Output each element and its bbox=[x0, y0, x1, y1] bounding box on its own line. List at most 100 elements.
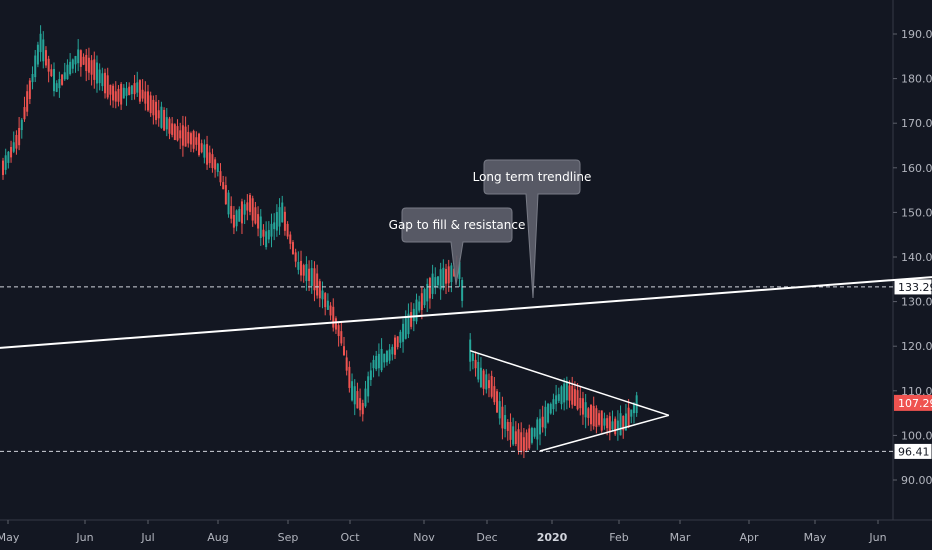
candle-body bbox=[243, 204, 246, 215]
candle-body bbox=[630, 409, 633, 417]
candle-body bbox=[600, 410, 603, 431]
candle-body bbox=[74, 56, 77, 65]
candle-body bbox=[436, 276, 439, 286]
candle-body bbox=[265, 231, 268, 248]
candle-body bbox=[509, 422, 512, 440]
candle-body bbox=[552, 399, 555, 410]
candle-body bbox=[206, 144, 209, 165]
candle-body bbox=[571, 385, 574, 405]
y-tick-label: 90.00 bbox=[901, 474, 932, 487]
candle-body bbox=[109, 84, 112, 95]
candle-body bbox=[445, 269, 448, 284]
candle-body bbox=[297, 261, 300, 270]
candle-body bbox=[461, 280, 464, 301]
candle-body bbox=[120, 83, 123, 105]
candle-body bbox=[326, 300, 329, 310]
candle-body bbox=[20, 119, 23, 131]
candle-body bbox=[87, 57, 90, 73]
x-tick-label: Jun bbox=[75, 531, 93, 544]
candle-body bbox=[525, 432, 528, 451]
candle-body bbox=[611, 421, 614, 430]
candle-body bbox=[493, 386, 496, 403]
candle-body bbox=[157, 110, 160, 119]
triangle-upper-line[interactable] bbox=[469, 349, 670, 417]
y-tick-label: 180.00 bbox=[901, 73, 932, 86]
candle-body bbox=[144, 91, 147, 104]
candle-body bbox=[474, 359, 477, 369]
triangle-lower-line[interactable] bbox=[539, 414, 670, 452]
candle-body bbox=[313, 268, 316, 291]
candle-body bbox=[450, 265, 453, 283]
candle-body bbox=[259, 216, 262, 239]
candle-body bbox=[122, 87, 125, 99]
candle-body bbox=[549, 403, 552, 414]
candle-body bbox=[238, 209, 241, 222]
callout-bubble bbox=[483, 159, 581, 299]
long-term-trendline[interactable] bbox=[0, 276, 932, 349]
callout-annotation[interactable]: Gap to fill & resistance bbox=[389, 207, 526, 286]
candle-body bbox=[273, 222, 276, 230]
candle-body bbox=[383, 353, 386, 363]
candle-body bbox=[584, 402, 587, 418]
candle-body bbox=[149, 95, 152, 114]
candle-body bbox=[410, 312, 413, 327]
candle-body bbox=[214, 159, 217, 170]
candle-body bbox=[361, 403, 364, 415]
candle-body bbox=[179, 130, 182, 139]
candle-body bbox=[420, 293, 423, 310]
x-tick-label: May bbox=[804, 531, 827, 544]
x-tick-label: 2020 bbox=[537, 531, 568, 544]
candle-body bbox=[573, 389, 576, 406]
candle-body bbox=[316, 273, 319, 296]
candle-body bbox=[528, 428, 531, 449]
candle-body bbox=[152, 99, 155, 116]
candle-body bbox=[128, 86, 131, 96]
candle-body bbox=[176, 126, 179, 141]
candle-body bbox=[415, 299, 418, 322]
level-price-tag bbox=[893, 442, 932, 460]
candle-body bbox=[614, 418, 617, 435]
level-price-label: 133.29 bbox=[898, 281, 932, 294]
candle-body bbox=[294, 252, 297, 262]
candle-body bbox=[104, 72, 107, 94]
x-tick-label: Feb bbox=[609, 531, 628, 544]
candle-body bbox=[364, 388, 367, 407]
candle-body bbox=[112, 85, 115, 101]
candle-body bbox=[235, 210, 238, 227]
candle-body bbox=[10, 147, 13, 158]
candle-body bbox=[71, 59, 74, 69]
candle-body bbox=[232, 214, 235, 228]
candle-body bbox=[254, 207, 257, 224]
candle-body bbox=[619, 413, 622, 436]
candle-body bbox=[187, 131, 190, 144]
y-tick-label: 170.00 bbox=[901, 117, 932, 130]
candle-body bbox=[286, 223, 289, 237]
candles bbox=[2, 25, 638, 459]
x-tick-label: Jun bbox=[868, 531, 886, 544]
candle-body bbox=[305, 264, 308, 282]
candle-body bbox=[160, 106, 163, 128]
candle-body bbox=[7, 151, 10, 163]
candle-body bbox=[125, 88, 128, 96]
candle-body bbox=[101, 73, 104, 87]
candle-body bbox=[539, 418, 541, 435]
candle-body bbox=[590, 404, 593, 425]
candle-body bbox=[565, 381, 568, 401]
x-tick-label: Mar bbox=[670, 531, 691, 544]
candle-body bbox=[61, 74, 64, 85]
candle-body bbox=[171, 123, 174, 135]
candle-body bbox=[2, 160, 4, 175]
candle-body bbox=[18, 127, 21, 146]
candle-body bbox=[216, 163, 219, 172]
candle-body bbox=[380, 348, 383, 371]
candle-body bbox=[4, 155, 7, 170]
candle-body bbox=[55, 83, 58, 92]
callout-annotation[interactable]: Long term trendline bbox=[473, 159, 592, 299]
candle-body bbox=[434, 277, 437, 288]
candle-body bbox=[251, 198, 254, 221]
candle-body bbox=[353, 386, 356, 405]
candle-body bbox=[249, 195, 252, 212]
candle-body bbox=[227, 192, 230, 215]
